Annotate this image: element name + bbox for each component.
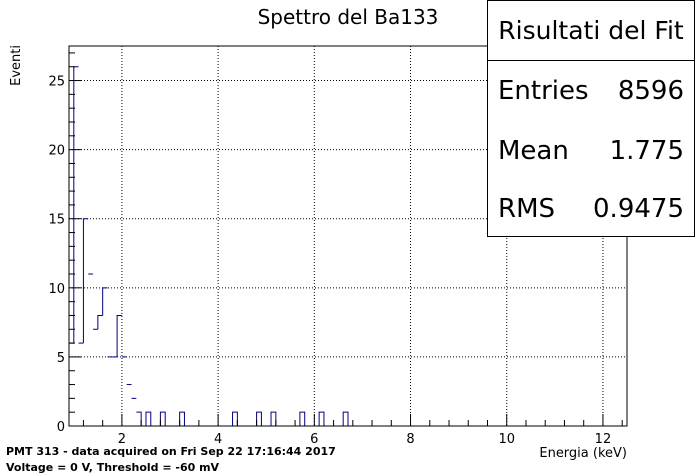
stats-label: RMS	[498, 194, 556, 224]
chart-title: Spettro del Ba133	[258, 5, 439, 29]
y-axis-ticks: 0 5 10 15 20 25	[48, 52, 81, 435]
histogram-bin	[299, 411, 306, 426]
x-tick-label: 12	[595, 432, 612, 447]
x-tick-label: 10	[498, 432, 515, 447]
histogram-bin	[136, 411, 142, 426]
histogram-bin	[159, 411, 166, 426]
stats-label: Entries	[498, 76, 589, 106]
x-tick-label: 4	[214, 432, 222, 447]
y-tick-label: 10	[48, 282, 65, 297]
histogram-bars	[68, 66, 349, 426]
histogram-bin	[179, 411, 185, 426]
histogram-bin	[256, 411, 262, 426]
stats-row-entries: Entries 8596	[498, 71, 684, 111]
histogram-bin	[318, 411, 325, 426]
stats-value: 1.775	[609, 136, 684, 166]
histogram-bin	[270, 411, 277, 426]
histogram-bin	[97, 314, 103, 330]
x-tick-label: 6	[310, 432, 318, 447]
x-axis-ticks: 2 4 6 8 10 12	[82, 414, 623, 447]
histogram-bin	[342, 411, 349, 426]
footer-voltage-info: Voltage = 0 V, Threshold = -60 mV	[6, 461, 220, 474]
y-tick-label: 5	[57, 351, 65, 366]
histogram-bin	[145, 411, 152, 426]
histogram-bin	[232, 411, 238, 426]
stats-value: 8596	[617, 76, 684, 106]
stats-value: 0.9475	[593, 194, 684, 224]
x-axis-label: Energia (keV)	[539, 446, 627, 461]
fit-stats-box: Risultati del Fit Entries 8596 Mean 1.77…	[487, 0, 695, 237]
histogram-bin	[102, 287, 108, 316]
stats-label: Mean	[498, 136, 569, 166]
x-tick-label: 2	[118, 432, 126, 447]
stats-title: Risultati del Fit	[488, 1, 694, 61]
y-axis-label: Eventi	[9, 45, 24, 86]
y-tick-label: 0	[57, 420, 65, 435]
stats-row-mean: Mean 1.775	[498, 131, 684, 171]
y-tick-label: 20	[48, 144, 65, 159]
histogram-bin	[116, 314, 122, 357]
stats-row-rms: RMS 0.9475	[498, 189, 684, 229]
y-tick-label: 15	[48, 213, 65, 228]
x-tick-label: 8	[406, 432, 414, 447]
footer-acquisition-info: PMT 313 - data acquired on Fri Sep 22 17…	[6, 445, 336, 458]
y-tick-label: 25	[48, 75, 65, 90]
histogram-bin	[82, 218, 89, 344]
